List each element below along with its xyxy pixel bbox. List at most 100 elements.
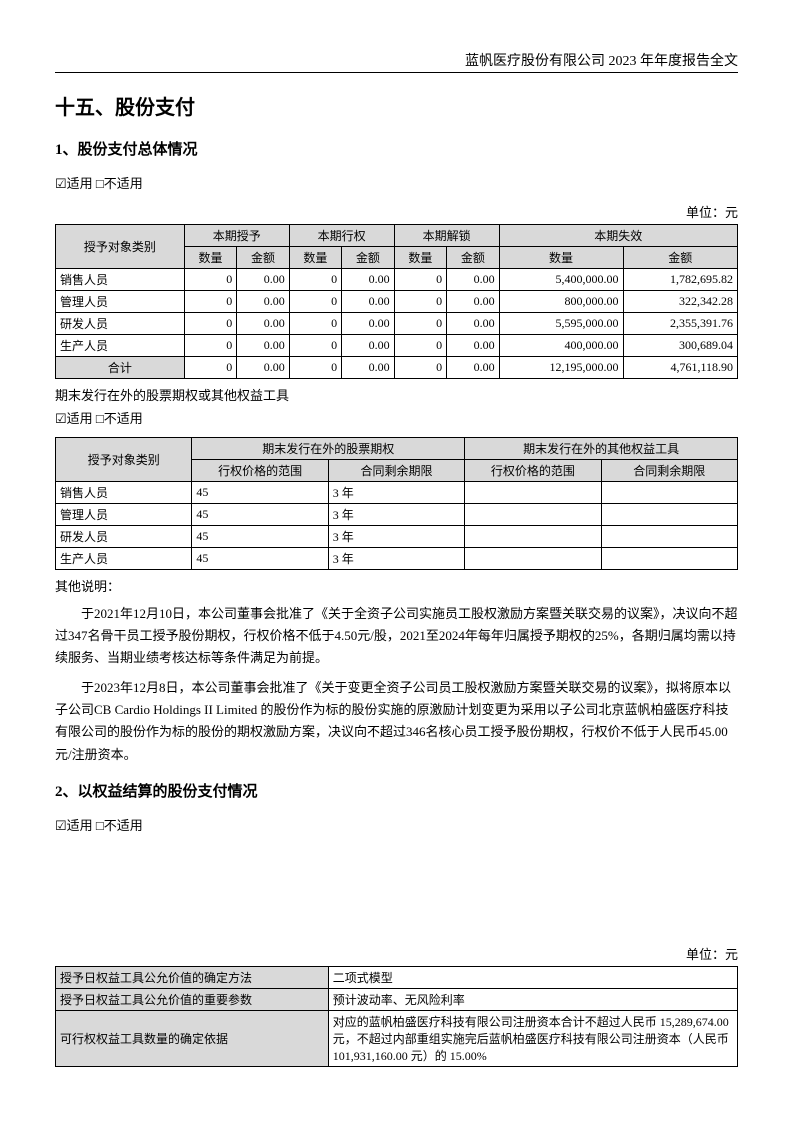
page-header: 蓝帆医疗股份有限公司 2023 年年度报告全文 bbox=[55, 50, 738, 73]
cell-value bbox=[465, 504, 601, 526]
cell-value: 45 bbox=[192, 504, 328, 526]
cell-value: 0 bbox=[184, 357, 236, 379]
t1-col: 数量 bbox=[499, 247, 623, 269]
cell-value: 0.00 bbox=[447, 291, 499, 313]
cell-value: 3 年 bbox=[328, 526, 464, 548]
t1-col: 金额 bbox=[447, 247, 499, 269]
table-row: 管理人员00.0000.0000.00800,000.00322,342.28 bbox=[56, 291, 738, 313]
cell-value: 1,782,695.82 bbox=[623, 269, 737, 291]
t2-rowhead: 授予对象类别 bbox=[56, 438, 192, 482]
row-value: 预计波动率、无风险利率 bbox=[328, 988, 737, 1010]
table-total-row: 合计00.0000.0000.0012,195,000.004,761,118.… bbox=[56, 357, 738, 379]
t1-group-2: 本期行权 bbox=[289, 225, 394, 247]
cell-value: 0 bbox=[289, 291, 341, 313]
applicable-check-3: ☑适用 □不适用 bbox=[55, 815, 738, 834]
row-value: 对应的蓝帆柏盛医疗科技有限公司注册资本合计不超过人民币 15,289,674.0… bbox=[328, 1010, 737, 1066]
cell-value: 0 bbox=[289, 313, 341, 335]
table-row: 销售人员453 年 bbox=[56, 482, 738, 504]
cell-value: 0 bbox=[394, 291, 446, 313]
section-title: 十五、股份支付 bbox=[55, 91, 738, 120]
cell-value: 300,689.04 bbox=[623, 335, 737, 357]
cell-value: 0 bbox=[394, 313, 446, 335]
applicable-check-2: ☑适用 □不适用 bbox=[55, 408, 738, 427]
t1-rowhead: 授予对象类别 bbox=[56, 225, 185, 269]
cell-value: 0 bbox=[184, 313, 236, 335]
cell-value: 0.00 bbox=[447, 335, 499, 357]
table-row: 生产人员00.0000.0000.00400,000.00300,689.04 bbox=[56, 335, 738, 357]
unit-label-2: 单位：元 bbox=[55, 944, 738, 963]
cell-value: 3 年 bbox=[328, 482, 464, 504]
cell-value: 3 年 bbox=[328, 504, 464, 526]
row-category: 研发人员 bbox=[56, 313, 185, 335]
other-desc-label: 其他说明： bbox=[55, 576, 738, 595]
cell-value: 0.00 bbox=[237, 269, 289, 291]
cell-value: 0.00 bbox=[342, 269, 394, 291]
t1-group-1: 本期授予 bbox=[184, 225, 289, 247]
cell-value: 45 bbox=[192, 482, 328, 504]
cell-value: 研发人员 bbox=[56, 526, 192, 548]
t1-group-3: 本期解锁 bbox=[394, 225, 499, 247]
cell-value: 0.00 bbox=[447, 313, 499, 335]
subsection-1-title: 1、股份支付总体情况 bbox=[55, 138, 738, 159]
t1-col: 数量 bbox=[184, 247, 236, 269]
cell-value: 0.00 bbox=[237, 357, 289, 379]
cell-value: 2,355,391.76 bbox=[623, 313, 737, 335]
cell-value: 322,342.28 bbox=[623, 291, 737, 313]
cell-value: 0.00 bbox=[342, 335, 394, 357]
cell-value: 0 bbox=[394, 357, 446, 379]
cell-value bbox=[465, 548, 601, 570]
t1-col: 数量 bbox=[289, 247, 341, 269]
cell-value: 12,195,000.00 bbox=[499, 357, 623, 379]
cell-value: 0 bbox=[289, 335, 341, 357]
t1-group-4: 本期失效 bbox=[499, 225, 737, 247]
outstanding-options-table: 授予对象类别 期末发行在外的股票期权 期末发行在外的其他权益工具 行权价格的范围… bbox=[55, 437, 738, 570]
table-row: 授予日权益工具公允价值的重要参数预计波动率、无风险利率 bbox=[56, 988, 738, 1010]
cell-value: 0.00 bbox=[342, 291, 394, 313]
total-label: 合计 bbox=[56, 357, 185, 379]
cell-value: 0 bbox=[184, 269, 236, 291]
cell-value bbox=[601, 482, 737, 504]
table-row: 销售人员00.0000.0000.005,400,000.001,782,695… bbox=[56, 269, 738, 291]
table-row: 可行权权益工具数量的确定依据对应的蓝帆柏盛医疗科技有限公司注册资本合计不超过人民… bbox=[56, 1010, 738, 1066]
t2-col: 合同剩余期限 bbox=[601, 460, 737, 482]
row-category: 管理人员 bbox=[56, 291, 185, 313]
cell-value: 0 bbox=[184, 291, 236, 313]
t2-group-2: 期末发行在外的其他权益工具 bbox=[465, 438, 738, 460]
table-row: 研发人员453 年 bbox=[56, 526, 738, 548]
cell-value bbox=[601, 548, 737, 570]
row-key: 授予日权益工具公允价值的重要参数 bbox=[56, 988, 329, 1010]
cell-value: 400,000.00 bbox=[499, 335, 623, 357]
t1-col: 金额 bbox=[237, 247, 289, 269]
unit-label-1: 单位：元 bbox=[55, 202, 738, 221]
table-row: 授予日权益工具公允价值的确定方法二项式模型 bbox=[56, 966, 738, 988]
t2-col: 行权价格的范围 bbox=[192, 460, 328, 482]
row-category: 生产人员 bbox=[56, 335, 185, 357]
cell-value: 销售人员 bbox=[56, 482, 192, 504]
cell-value bbox=[465, 482, 601, 504]
cell-value: 4,761,118.90 bbox=[623, 357, 737, 379]
row-key: 可行权权益工具数量的确定依据 bbox=[56, 1010, 329, 1066]
outstanding-note: 期末发行在外的股票期权或其他权益工具 bbox=[55, 385, 738, 404]
t1-col: 金额 bbox=[342, 247, 394, 269]
t2-group-1: 期末发行在外的股票期权 bbox=[192, 438, 465, 460]
t2-col: 合同剩余期限 bbox=[328, 460, 464, 482]
applicable-check-1: ☑适用 □不适用 bbox=[55, 173, 738, 192]
cell-value: 3 年 bbox=[328, 548, 464, 570]
cell-value: 0 bbox=[184, 335, 236, 357]
row-value: 二项式模型 bbox=[328, 966, 737, 988]
cell-value bbox=[465, 526, 601, 548]
t1-col: 数量 bbox=[394, 247, 446, 269]
cell-value bbox=[601, 526, 737, 548]
t2-col: 行权价格的范围 bbox=[465, 460, 601, 482]
cell-value: 0 bbox=[394, 335, 446, 357]
cell-value: 0 bbox=[394, 269, 446, 291]
cell-value: 0.00 bbox=[342, 357, 394, 379]
cell-value: 45 bbox=[192, 548, 328, 570]
cell-value: 0.00 bbox=[237, 291, 289, 313]
cell-value: 5,595,000.00 bbox=[499, 313, 623, 335]
cell-value: 0 bbox=[289, 269, 341, 291]
cell-value bbox=[601, 504, 737, 526]
cell-value: 0 bbox=[289, 357, 341, 379]
share-payment-summary-table: 授予对象类别 本期授予 本期行权 本期解锁 本期失效 数量 金额 数量 金额 数… bbox=[55, 224, 738, 379]
cell-value: 800,000.00 bbox=[499, 291, 623, 313]
